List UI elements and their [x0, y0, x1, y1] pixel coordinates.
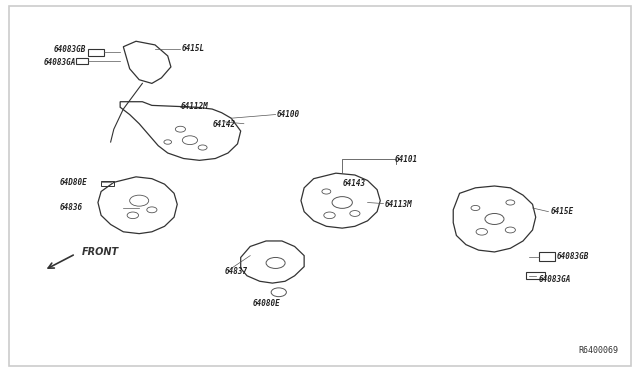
Text: 64112M: 64112M — [180, 102, 208, 110]
Text: 64836: 64836 — [60, 203, 83, 212]
Text: 64837: 64837 — [225, 266, 248, 276]
Text: 64083GB: 64083GB — [557, 252, 589, 261]
Text: 64083GA: 64083GA — [539, 275, 572, 284]
Text: 64083GB: 64083GB — [54, 45, 86, 54]
Text: 64080E: 64080E — [252, 299, 280, 308]
Text: 64113M: 64113M — [385, 200, 412, 209]
Text: 64083GA: 64083GA — [44, 58, 76, 67]
Text: 64100: 64100 — [277, 110, 300, 119]
Text: FRONT: FRONT — [82, 247, 119, 257]
Text: R6400069: R6400069 — [578, 346, 618, 355]
Text: 6415L: 6415L — [182, 44, 205, 53]
Text: 64101: 64101 — [395, 155, 418, 164]
Text: 64143: 64143 — [342, 179, 365, 187]
Text: 6415E: 6415E — [550, 207, 573, 216]
Text: 64142: 64142 — [212, 120, 236, 129]
Text: 64D80E: 64D80E — [60, 178, 88, 187]
